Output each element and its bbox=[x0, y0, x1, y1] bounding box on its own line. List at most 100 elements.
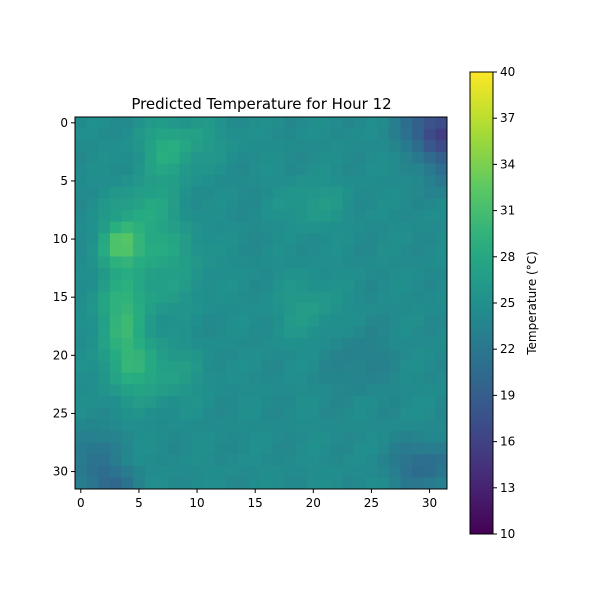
heatmap-cell bbox=[179, 198, 192, 211]
heatmap-cell bbox=[202, 198, 215, 211]
heatmap-cell bbox=[412, 419, 425, 432]
heatmap-cell bbox=[121, 314, 134, 327]
heatmap-cell bbox=[191, 372, 204, 385]
heatmap-cell bbox=[295, 326, 308, 339]
heatmap-cell bbox=[342, 291, 355, 304]
heatmap-cell bbox=[191, 384, 204, 397]
heatmap-cell bbox=[109, 303, 122, 316]
heatmap-cell bbox=[295, 175, 308, 188]
heatmap-cell bbox=[168, 210, 181, 223]
heatmap-cell bbox=[191, 163, 204, 176]
heatmap-cell bbox=[214, 210, 227, 223]
heatmap-cell bbox=[109, 256, 122, 269]
heatmap-cell bbox=[249, 372, 262, 385]
heatmap-cell bbox=[377, 396, 390, 409]
heatmap-cell bbox=[388, 442, 401, 455]
heatmap-cell bbox=[342, 430, 355, 443]
heatmap-cell bbox=[423, 442, 436, 455]
heatmap-cell bbox=[98, 349, 111, 362]
heatmap-cell bbox=[284, 186, 297, 199]
heatmap-cell bbox=[295, 140, 308, 153]
heatmap-cell bbox=[121, 151, 134, 164]
heatmap-cell bbox=[307, 151, 320, 164]
heatmap-cell bbox=[330, 407, 343, 420]
heatmap-cell bbox=[330, 221, 343, 234]
heatmap-cell bbox=[179, 326, 192, 339]
heatmap-cell bbox=[226, 175, 239, 188]
heatmap-cell bbox=[365, 279, 378, 292]
heatmap-cell bbox=[435, 419, 448, 432]
heatmap-cell bbox=[330, 117, 343, 130]
heatmap-cell bbox=[214, 442, 227, 455]
heatmap-cell bbox=[168, 419, 181, 432]
heatmap-cell bbox=[319, 175, 332, 188]
heatmap-cell bbox=[295, 442, 308, 455]
heatmap-cell bbox=[214, 361, 227, 374]
heatmap-cell bbox=[400, 151, 413, 164]
heatmap-cell bbox=[237, 256, 250, 269]
heatmap-cell bbox=[377, 268, 390, 281]
heatmap-cell bbox=[330, 477, 343, 490]
heatmap-cell bbox=[412, 256, 425, 269]
heatmap-cell bbox=[109, 396, 122, 409]
heatmap-cell bbox=[144, 372, 157, 385]
heatmap-cell bbox=[226, 117, 239, 130]
heatmap-cell bbox=[435, 326, 448, 339]
heatmap-cell bbox=[75, 303, 88, 316]
heatmap-cell bbox=[435, 314, 448, 327]
heatmap-cell bbox=[435, 396, 448, 409]
heatmap-cell bbox=[307, 337, 320, 350]
heatmap-cell bbox=[249, 186, 262, 199]
heatmap-cell bbox=[202, 419, 215, 432]
heatmap-cell bbox=[156, 337, 169, 350]
heatmap-cell bbox=[388, 291, 401, 304]
heatmap-cell bbox=[319, 361, 332, 374]
heatmap-cell bbox=[202, 268, 215, 281]
heatmap-cell bbox=[168, 140, 181, 153]
x-axis: 0 5 10 15 20 25 30 bbox=[77, 489, 437, 510]
heatmap-cell bbox=[75, 349, 88, 362]
heatmap-cell bbox=[365, 244, 378, 257]
heatmap-cell bbox=[295, 407, 308, 420]
heatmap-cell bbox=[109, 268, 122, 281]
heatmap-cell bbox=[214, 465, 227, 478]
heatmap-cell bbox=[412, 454, 425, 467]
heatmap-cell bbox=[156, 314, 169, 327]
heatmap-cell bbox=[354, 163, 367, 176]
heatmap-cell bbox=[191, 279, 204, 292]
heatmap-cell bbox=[226, 349, 239, 362]
heatmap-cell bbox=[98, 419, 111, 432]
heatmap-cell bbox=[133, 349, 146, 362]
heatmap-cell bbox=[144, 465, 157, 478]
heatmap-cell bbox=[156, 268, 169, 281]
heatmap-cell bbox=[261, 349, 274, 362]
heatmap-cell bbox=[435, 465, 448, 478]
heatmap-cell bbox=[400, 291, 413, 304]
heatmap-cell bbox=[214, 128, 227, 141]
heatmap-cell bbox=[272, 210, 285, 223]
heatmap-cell bbox=[412, 279, 425, 292]
heatmap-cell bbox=[365, 419, 378, 432]
heatmap-cell bbox=[388, 396, 401, 409]
heatmap-cell bbox=[121, 303, 134, 316]
heatmap-cell bbox=[423, 361, 436, 374]
heatmap-cell bbox=[307, 163, 320, 176]
heatmap-cell bbox=[435, 349, 448, 362]
heatmap-cell bbox=[435, 430, 448, 443]
heatmap-cell bbox=[400, 140, 413, 153]
heatmap-cell bbox=[388, 337, 401, 350]
heatmap-cell bbox=[272, 314, 285, 327]
heatmap-cell bbox=[307, 372, 320, 385]
heatmap-cell bbox=[388, 163, 401, 176]
heatmap-cell bbox=[412, 221, 425, 234]
colorbar-tick-label: 28 bbox=[500, 250, 515, 264]
heatmap-cell bbox=[191, 361, 204, 374]
heatmap-cell bbox=[75, 430, 88, 443]
heatmap-cell bbox=[226, 221, 239, 234]
heatmap-cell bbox=[202, 465, 215, 478]
heatmap-cell bbox=[214, 396, 227, 409]
heatmap-cell bbox=[388, 210, 401, 223]
colorbar: 10 13 16 19 22 25 28 31 34 37 40 Temperature (°C) bbox=[469, 65, 539, 541]
heatmap-cell bbox=[307, 442, 320, 455]
heatmap-cell bbox=[168, 477, 181, 490]
